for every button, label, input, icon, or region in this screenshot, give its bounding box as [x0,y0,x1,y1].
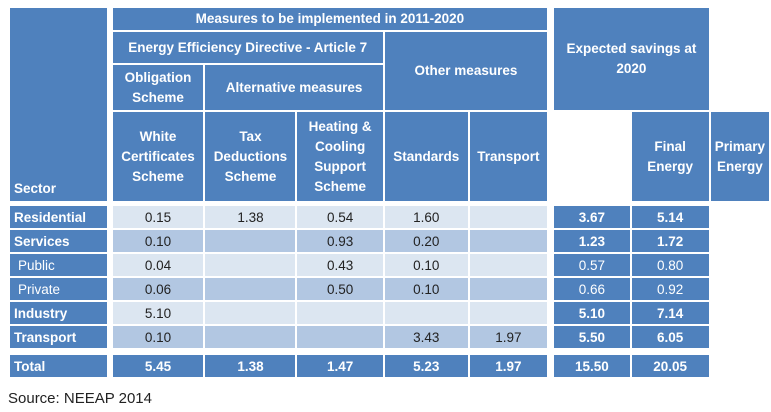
cell: 1.47 [297,355,383,377]
table-row-total: Total 5.45 1.38 1.47 5.23 1.97 15.50 20.… [10,355,769,377]
cell: 7.14 [631,302,709,324]
gap [109,230,110,252]
cell [469,278,548,300]
gap [549,230,552,252]
col-final-energy: Final Energy [631,112,709,201]
gap [109,206,110,228]
cell: 3.43 [384,326,468,348]
header-eed-article-7: Energy Efficiency Directive - Article 7 [112,32,383,63]
col-white-certificates: White Certificates Scheme [112,112,204,201]
gap [549,326,552,348]
gap [109,302,110,324]
cell: 0.57 [554,254,630,276]
cell: 1.72 [631,230,709,252]
row-label: Private [10,278,108,300]
header-other-measures: Other measures [384,32,548,110]
cell [205,326,296,348]
cell: 15.50 [554,355,630,377]
cell: 5.14 [631,206,709,228]
header-alternative-measures: Alternative measures [205,65,383,110]
gap [109,278,110,300]
table-row: Services 0.10 0.93 0.20 1.23 1.72 [10,230,769,252]
cell [469,230,548,252]
cell: 0.10 [112,326,204,348]
row-label: Residential [10,206,108,228]
cell: 0.92 [631,278,709,300]
gap [549,206,552,228]
cell: 5.10 [554,302,630,324]
cell: 0.20 [384,230,468,252]
table-row: Public 0.04 0.43 0.10 0.57 0.80 [10,254,769,276]
cell: 0.50 [297,278,383,300]
cell [205,302,296,324]
col-transport: Transport [469,112,548,201]
cell: 0.06 [112,278,204,300]
cell: 0.15 [112,206,204,228]
cell [297,302,383,324]
cell: 0.93 [297,230,383,252]
cell [469,254,548,276]
cell: 0.10 [384,278,468,300]
cell: 1.23 [554,230,630,252]
cell: 1.97 [469,355,548,377]
col-heating-cooling: Heating & Cooling Support Scheme [297,112,383,201]
row-label: Industry [10,302,108,324]
header-obligation-scheme: Obligation Scheme [112,65,204,110]
col-primary-energy: Primary Energy [710,112,769,201]
cell: 0.10 [384,254,468,276]
cell: 0.54 [297,206,383,228]
gap [549,302,552,324]
source-note: Source: NEEAP 2014 [8,390,152,407]
gap [109,254,110,276]
col-standards: Standards [384,112,468,201]
cell [297,326,383,348]
cell: 0.04 [112,254,204,276]
cell: 1.60 [384,206,468,228]
cell: 0.10 [112,230,204,252]
cell [469,302,548,324]
cell: 6.05 [631,326,709,348]
cell [469,206,548,228]
gap [549,254,552,276]
cell: 1.38 [205,206,296,228]
gap [549,278,552,300]
col-tax-deductions: Tax Deductions Scheme [205,112,296,201]
row-label: Total [10,355,108,377]
row-label: Services [10,230,108,252]
cell: 0.66 [554,278,630,300]
row-label: Public [10,254,108,276]
cell: 0.80 [631,254,709,276]
header-sector: Sector [10,8,108,201]
cell [384,302,468,324]
cell: 1.38 [205,355,296,377]
table-row: Transport 0.10 3.43 1.97 5.50 6.05 [10,326,769,348]
cell: 5.10 [112,302,204,324]
cell: 1.97 [469,326,548,348]
cell [205,230,296,252]
cell: 20.05 [631,355,709,377]
cell: 5.50 [554,326,630,348]
cell [205,278,296,300]
cell: 0.43 [297,254,383,276]
header-expected-savings: Expected savings at 2020 [554,8,709,110]
gap [109,326,110,348]
table-row: Private 0.06 0.50 0.10 0.66 0.92 [10,278,769,300]
table-row: Industry 5.10 5.10 7.14 [10,302,769,324]
cell: 3.67 [554,206,630,228]
table-row: Residential 0.15 1.38 0.54 1.60 3.67 5.14 [10,206,769,228]
cell [205,254,296,276]
cell: 5.23 [384,355,468,377]
energy-savings-table: Sector Measures to be implemented in 201… [8,6,771,379]
header-measures: Measures to be implemented in 2011-2020 [112,8,548,30]
row-label: Transport [10,326,108,348]
cell: 5.45 [112,355,204,377]
